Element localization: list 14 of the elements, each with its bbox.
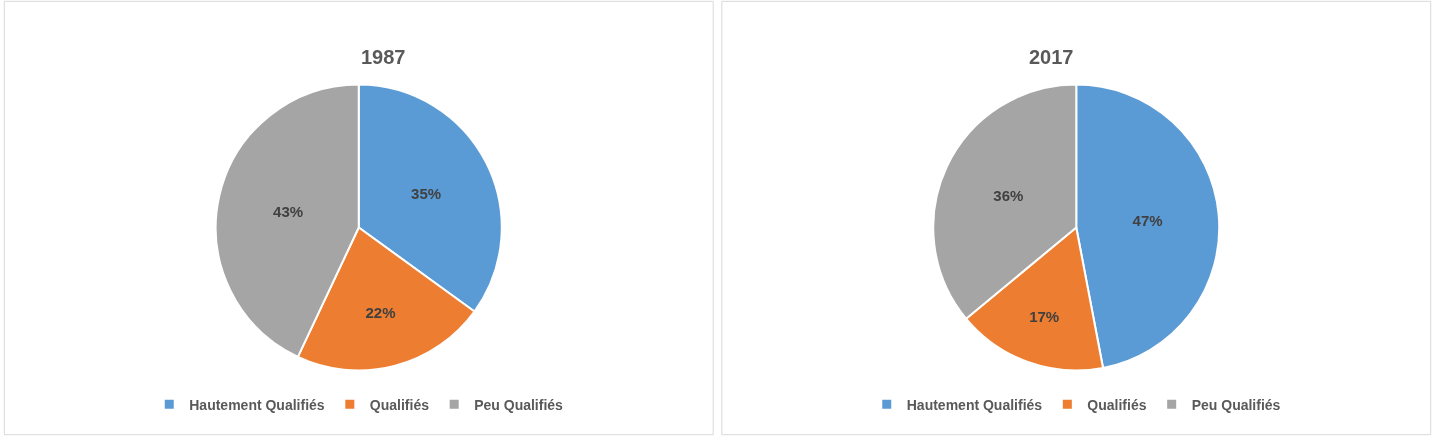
legend-label: Hautement Qualifiés [189, 396, 325, 413]
legend-label: Peu Qualifiés [1191, 396, 1281, 413]
legend-label: Qualifiés [369, 396, 430, 413]
data-label: 35% [411, 184, 442, 202]
data-label: 17% [1029, 308, 1060, 326]
data-label: 22% [365, 303, 396, 321]
data-label: 36% [993, 187, 1024, 205]
legend-label: Hautement Qualifiés [906, 396, 1043, 413]
chart-title: 1987 [361, 46, 406, 68]
data-label: 47% [1132, 212, 1163, 230]
chart-title: 2017 [1029, 46, 1074, 68]
data-label: 43% [273, 203, 304, 221]
legend-label: Qualifiés [1087, 396, 1147, 413]
legend-label: Peu Qualifiés [474, 396, 564, 413]
